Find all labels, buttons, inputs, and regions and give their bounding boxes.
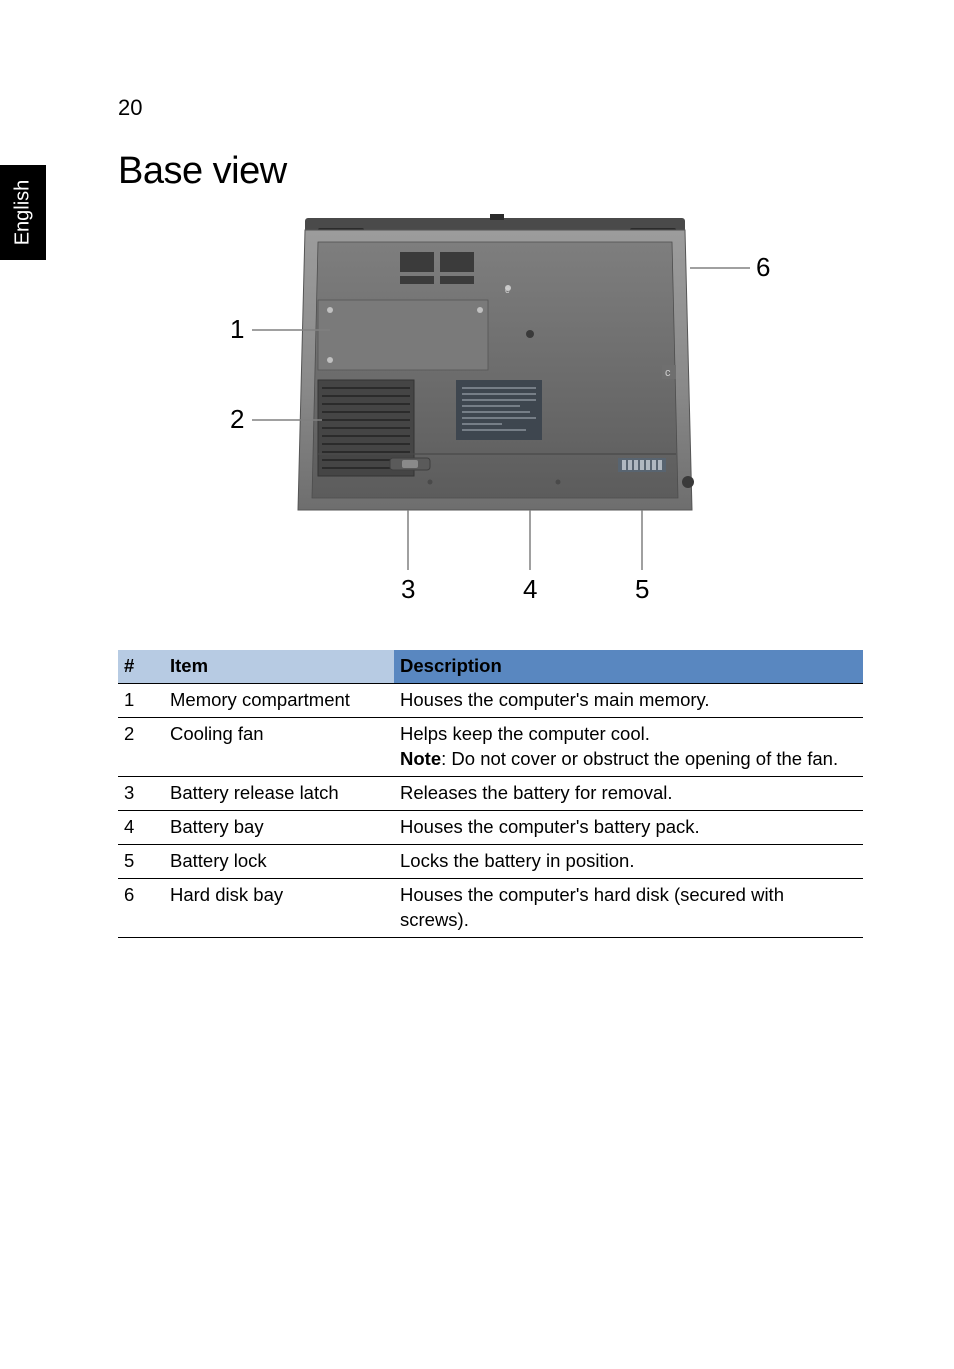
callout-5: 5	[635, 574, 649, 604]
cell-desc: Helps keep the computer cool. Note: Do n…	[394, 717, 863, 776]
desc-note-rest: : Do not cover or obstruct the opening o…	[441, 748, 838, 769]
callout-4: 4	[523, 574, 537, 604]
cell-num: 3	[118, 776, 164, 810]
callout-6: 6	[756, 252, 770, 282]
page-title: Base view	[118, 150, 287, 193]
cell-item: Hard disk bay	[164, 878, 394, 937]
cell-num: 4	[118, 810, 164, 844]
desc-line: Helps keep the computer cool.	[400, 723, 650, 744]
header-desc: Description	[394, 650, 863, 683]
table-row: 3 Battery release latch Releases the bat…	[118, 776, 863, 810]
desc-note-label: Note	[400, 748, 441, 769]
cell-item: Memory compartment	[164, 683, 394, 717]
table-row: 5 Battery lock Locks the battery in posi…	[118, 844, 863, 878]
cell-num: 6	[118, 878, 164, 937]
cell-desc: Houses the computer's battery pack.	[394, 810, 863, 844]
page-root: English 20 Base view	[0, 0, 954, 1369]
callout-1: 1	[230, 314, 244, 344]
cell-item: Battery bay	[164, 810, 394, 844]
table-header-row: # Item Description	[118, 650, 863, 683]
language-label: English	[12, 180, 35, 246]
cell-desc: Locks the battery in position.	[394, 844, 863, 878]
svg-text:c: c	[665, 367, 671, 379]
table-row: 2 Cooling fan Helps keep the computer co…	[118, 717, 863, 776]
page-number: 20	[118, 95, 142, 121]
cell-desc: Releases the battery for removal.	[394, 776, 863, 810]
svg-text:c: c	[505, 285, 510, 295]
parts-table: # Item Description 1 Memory compartment …	[118, 650, 863, 938]
cell-item: Battery release latch	[164, 776, 394, 810]
cell-num: 2	[118, 717, 164, 776]
cell-item: Battery lock	[164, 844, 394, 878]
callout-3: 3	[401, 574, 415, 604]
header-num: #	[118, 650, 164, 683]
cell-num: 1	[118, 683, 164, 717]
table-row: 4 Battery bay Houses the computer's batt…	[118, 810, 863, 844]
header-item: Item	[164, 650, 394, 683]
table-row: 6 Hard disk bay Houses the computer's ha…	[118, 878, 863, 937]
table-row: 1 Memory compartment Houses the computer…	[118, 683, 863, 717]
cell-desc: Houses the computer's hard disk (secured…	[394, 878, 863, 937]
callout-2: 2	[230, 404, 244, 434]
language-tab: English	[0, 165, 46, 260]
base-view-figure: c c	[190, 210, 770, 610]
cell-desc: Houses the computer's main memory.	[394, 683, 863, 717]
cell-item: Cooling fan	[164, 717, 394, 776]
cell-num: 5	[118, 844, 164, 878]
